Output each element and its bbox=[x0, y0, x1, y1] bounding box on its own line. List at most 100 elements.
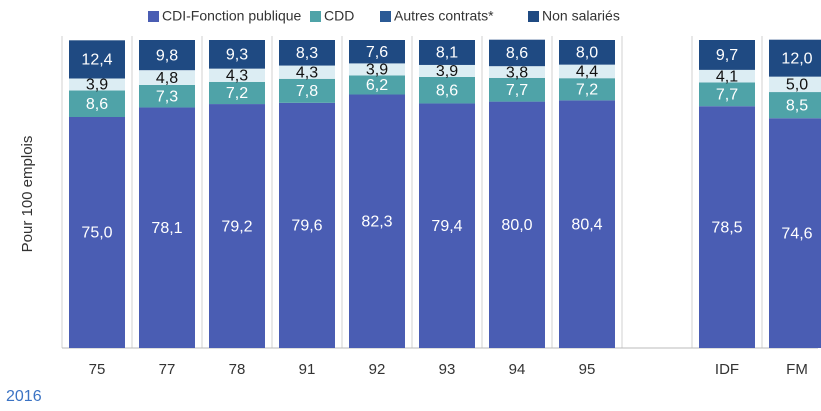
bar-segment bbox=[349, 75, 405, 95]
value-label: 8,6 bbox=[436, 82, 458, 99]
value-label: 7,7 bbox=[716, 87, 738, 104]
bar-segment bbox=[139, 84, 195, 108]
value-label: 5,0 bbox=[786, 77, 808, 94]
legend-swatch bbox=[148, 11, 159, 22]
value-label: 3,9 bbox=[436, 63, 458, 80]
bar-segment bbox=[489, 66, 545, 78]
x-tick-label: 75 bbox=[89, 361, 106, 378]
bar-segment bbox=[489, 77, 545, 102]
x-tick-label: 92 bbox=[369, 361, 386, 378]
bar-segment bbox=[559, 78, 615, 101]
value-label: 8,3 bbox=[296, 45, 318, 62]
bar-segment bbox=[349, 63, 405, 76]
value-label: 12,4 bbox=[81, 52, 112, 69]
value-label: 75,0 bbox=[81, 225, 112, 242]
value-label: 7,3 bbox=[156, 88, 178, 105]
legend-swatch bbox=[380, 11, 391, 22]
bar-segment bbox=[559, 40, 615, 65]
footnote: 2016 bbox=[6, 388, 42, 405]
value-label: 79,2 bbox=[221, 218, 252, 235]
bar-segment bbox=[209, 104, 265, 349]
value-label: 79,4 bbox=[431, 218, 462, 235]
value-label: 80,4 bbox=[571, 216, 602, 233]
bar-segment bbox=[209, 40, 265, 69]
value-label: 74,6 bbox=[781, 225, 812, 242]
bar-segment bbox=[489, 101, 545, 348]
bar-segment bbox=[769, 118, 821, 349]
value-label: 4,8 bbox=[156, 70, 178, 87]
value-label: 78,1 bbox=[151, 220, 182, 237]
value-label: 3,9 bbox=[86, 77, 108, 94]
bar-segment bbox=[349, 40, 405, 64]
bar-segment bbox=[69, 78, 125, 91]
value-label: 12,0 bbox=[781, 50, 812, 67]
bar-segment bbox=[699, 69, 755, 83]
bar-segment bbox=[279, 102, 335, 348]
bar-segment bbox=[699, 40, 755, 70]
legend-swatch bbox=[528, 11, 539, 22]
bar-segment bbox=[769, 76, 821, 93]
value-label: 7,2 bbox=[576, 81, 598, 98]
legend-text: Autres contrats* bbox=[394, 8, 494, 24]
value-label: 8,6 bbox=[506, 45, 528, 62]
x-tick-label: 77 bbox=[159, 361, 176, 378]
legend-swatch bbox=[310, 11, 321, 22]
x-tick-label: 93 bbox=[439, 361, 456, 378]
bar-segment bbox=[69, 117, 125, 348]
bar-segment bbox=[769, 39, 821, 77]
x-tick-label: 78 bbox=[229, 361, 246, 378]
value-label: 7,6 bbox=[366, 44, 388, 61]
bar-segment bbox=[69, 90, 125, 117]
x-tick-label: 91 bbox=[299, 361, 316, 378]
bar-segment bbox=[559, 64, 615, 79]
bar-segment bbox=[489, 39, 545, 67]
bar-segment bbox=[139, 40, 195, 71]
bar-segment bbox=[419, 103, 475, 348]
x-tick-label: IDF bbox=[715, 361, 739, 378]
value-label: 3,9 bbox=[366, 62, 388, 79]
x-tick-label: 95 bbox=[579, 361, 596, 378]
bar-segment bbox=[419, 64, 475, 77]
bar-segment bbox=[139, 107, 195, 349]
x-tick-label: 94 bbox=[509, 361, 526, 378]
value-label: 9,7 bbox=[716, 47, 738, 64]
value-label: 9,8 bbox=[156, 47, 178, 64]
value-label: 8,6 bbox=[86, 96, 108, 113]
bar-segment bbox=[279, 78, 335, 103]
value-label: 7,2 bbox=[226, 85, 248, 102]
value-label: 8,1 bbox=[436, 45, 458, 62]
x-tick-label: FM bbox=[786, 361, 808, 378]
bar-segment bbox=[69, 40, 125, 79]
bar-segment bbox=[419, 40, 475, 65]
bar-segment bbox=[279, 40, 335, 66]
bar-segment bbox=[209, 81, 265, 105]
bar-segment bbox=[699, 106, 755, 348]
value-label: 7,8 bbox=[296, 83, 318, 100]
value-label: 4,3 bbox=[296, 64, 318, 81]
value-label: 4,4 bbox=[576, 64, 598, 81]
bar-segment bbox=[209, 68, 265, 82]
value-label: 8,5 bbox=[786, 97, 808, 114]
bar-segment bbox=[139, 70, 195, 85]
value-label: 4,1 bbox=[716, 68, 738, 85]
value-label: 7,7 bbox=[506, 82, 528, 99]
value-label: 82,3 bbox=[361, 213, 392, 230]
value-label: 6,2 bbox=[366, 77, 388, 94]
bar-segment bbox=[419, 76, 475, 104]
value-label: 78,5 bbox=[711, 219, 742, 236]
y-axis-label: Pour 100 emplois bbox=[19, 136, 36, 253]
value-label: 9,3 bbox=[226, 47, 248, 64]
value-label: 79,6 bbox=[291, 218, 322, 235]
bar-segment bbox=[769, 92, 821, 119]
legend-text: CDI-Fonction publique bbox=[162, 8, 302, 24]
legend-text: CDD bbox=[324, 8, 354, 24]
bar-segment bbox=[559, 100, 615, 348]
value-label: 4,3 bbox=[226, 67, 248, 84]
bar-segment bbox=[349, 94, 405, 349]
bar-segment bbox=[279, 65, 335, 79]
value-label: 80,0 bbox=[501, 217, 532, 234]
legend-text: Non salariés bbox=[542, 8, 620, 24]
value-label: 3,8 bbox=[506, 64, 528, 81]
bar-segment bbox=[699, 82, 755, 107]
